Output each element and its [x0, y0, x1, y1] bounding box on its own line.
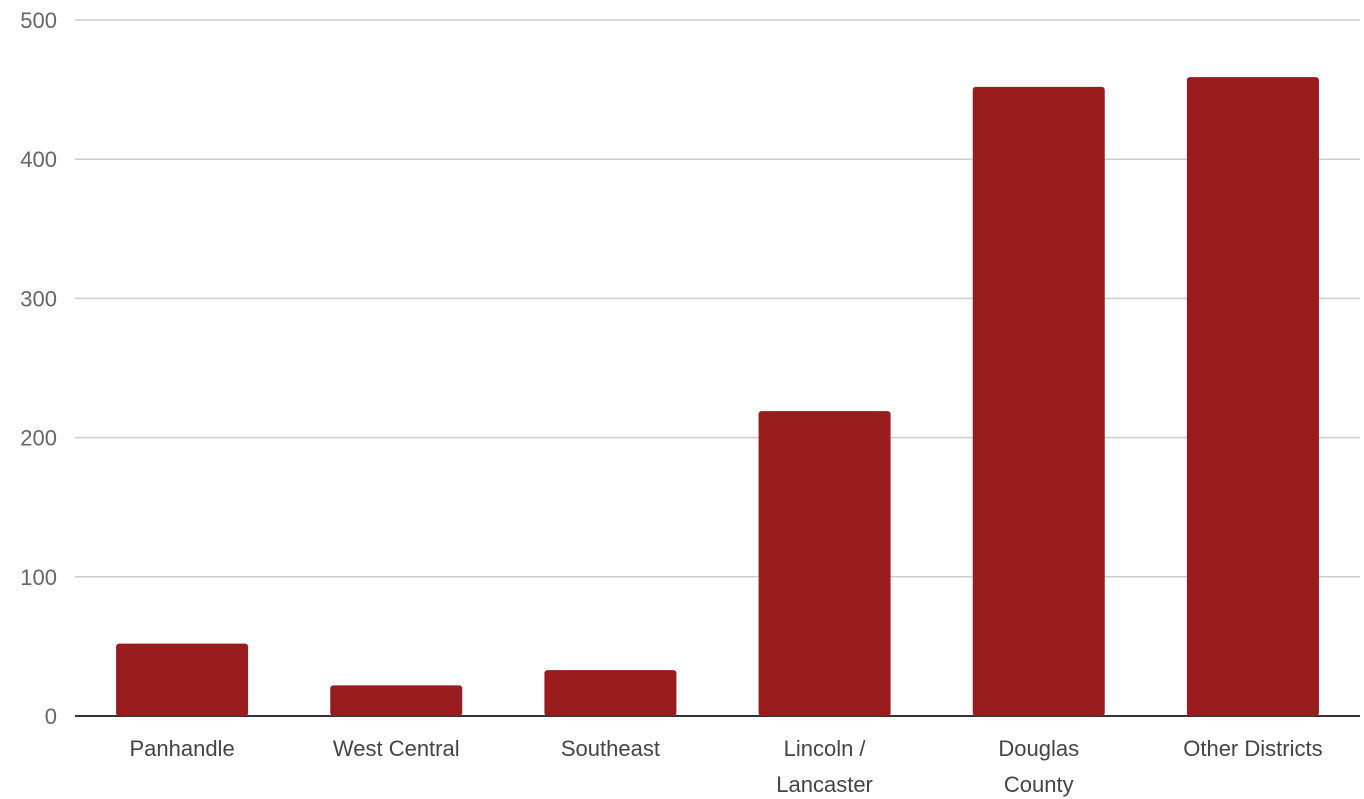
x-tick-label: County — [1004, 772, 1074, 797]
x-tick-label: Douglas — [998, 736, 1079, 761]
x-tick-label: Southeast — [561, 736, 660, 761]
bar-4 — [972, 86, 1105, 717]
label-layer: 0 100 200 300 400 500 Panhandle West Central Sou… — [20, 8, 1322, 797]
y-tick-label: 300 — [20, 286, 57, 311]
grid-layer — [75, 19, 1360, 717]
bar-3 — [758, 411, 891, 716]
x-tick-label: Lincoln / — [784, 736, 867, 761]
y-tick-label: 0 — [45, 704, 57, 729]
x-tick-label: Lancaster — [776, 772, 873, 797]
x-tick-label: Panhandle — [129, 736, 234, 761]
y-tick-label: 500 — [20, 8, 57, 33]
bar-2 — [544, 670, 677, 716]
bar-1 — [330, 685, 463, 716]
y-tick-label: 100 — [20, 565, 57, 590]
y-tick-label: 200 — [20, 426, 57, 451]
y-tick-label: 400 — [20, 147, 57, 172]
bar-layer — [116, 77, 1319, 717]
bar-0 — [116, 643, 249, 716]
bar-5 — [1186, 77, 1319, 716]
x-tick-label: West Central — [333, 736, 460, 761]
x-tick-label: Other Districts — [1183, 736, 1322, 761]
